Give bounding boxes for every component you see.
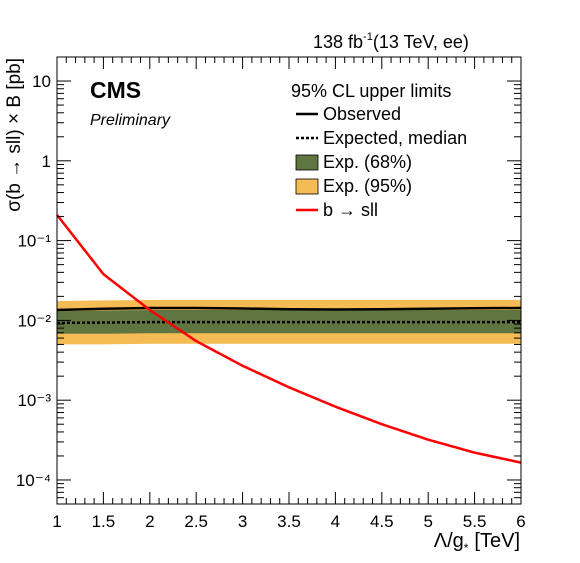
- y-tick-label: 10⁻¹: [17, 232, 51, 251]
- theory-line: [56, 214, 522, 464]
- x-tick-label: 1.5: [92, 512, 116, 531]
- legend-theory-label: b → sll: [323, 200, 378, 220]
- preliminary-label: Preliminary: [90, 112, 171, 129]
- legend-band68-label: Exp. (68%): [323, 152, 412, 172]
- x-tick-label: 1: [52, 512, 61, 531]
- lumi-label: 138 fb-1(13 TeV, ee): [313, 31, 469, 52]
- x-tick-label: 5.5: [463, 512, 487, 531]
- x-tick-label: 5: [423, 512, 432, 531]
- x-tick-label: 4.5: [370, 512, 394, 531]
- x-axis-label-unit: [TeV]: [474, 530, 520, 552]
- expected-median-line: [56, 320, 521, 325]
- y-tick-label: 10⁻⁴: [16, 471, 51, 490]
- observed-line: [56, 306, 522, 312]
- x-axis: 1 1.5 2 2.5 3 3.5 4 4.5 5 5.5 6: [52, 57, 526, 531]
- y-tick-label: 1: [42, 152, 51, 171]
- legend-observed-label: Observed: [323, 104, 401, 124]
- y-tick-label: 10⁻²: [17, 311, 51, 330]
- x-tick-label: 2.5: [184, 512, 208, 531]
- limit-lines: [56, 214, 522, 464]
- x-tick-label: 3.5: [277, 512, 301, 531]
- x-tick-label: 6: [516, 512, 525, 531]
- legend-band95-label: Exp. (95%): [323, 176, 412, 196]
- legend-band68-swatch: [295, 154, 319, 171]
- legend-expected-label: Expected, median: [323, 128, 467, 148]
- x-tick-label: 3: [238, 512, 247, 531]
- y-axis-label: σ(b → sll) × B [pb]: [4, 58, 25, 212]
- legend-title: 95% CL upper limits: [291, 81, 451, 101]
- cms-label: CMS: [90, 77, 141, 103]
- legend-band95-swatch: [295, 178, 319, 195]
- y-tick-label: 10⁻³: [17, 391, 51, 410]
- x-axis-label-subscript: *: [464, 541, 469, 555]
- y-axis: 10⁻⁴ 10⁻³ 10⁻² 10⁻¹ 1 10: [16, 56, 521, 505]
- plot-area: 1 1.5 2 2.5 3 3.5 4 4.5 5 5.5 6 10⁻⁴10⁻³10⁻²10⁻¹11…: [16, 56, 526, 531]
- x-axis-label: Λ/g* [TeV]: [434, 530, 520, 555]
- energy-label: (13 TeV, ee): [373, 32, 469, 52]
- x-tick-label: 4: [331, 512, 340, 531]
- y-tick-label: 10: [32, 72, 51, 91]
- legend: 95% CL upper limits Observed Expected, m…: [291, 81, 467, 220]
- x-tick-label: 2: [145, 512, 154, 531]
- lumi-exponent: -1: [363, 31, 373, 43]
